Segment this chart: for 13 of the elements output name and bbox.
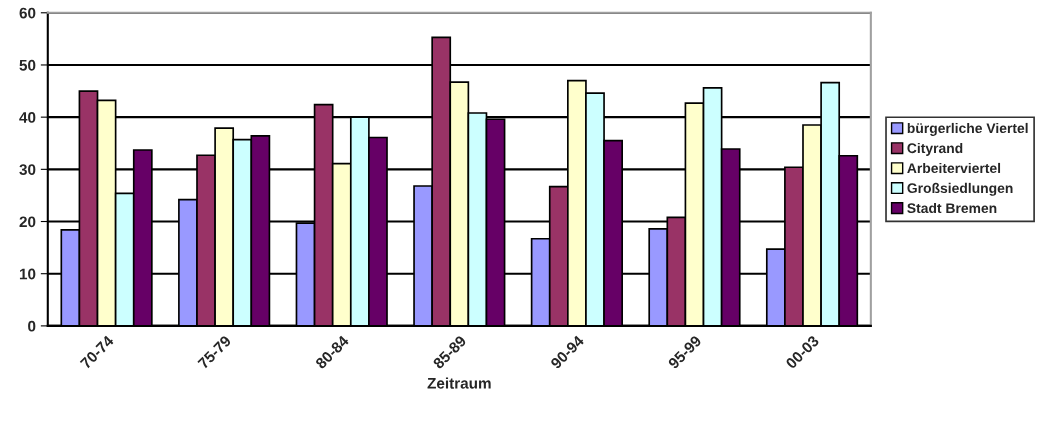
y-tick-label: 10	[19, 268, 36, 280]
legend-label: Großsiedlungen	[907, 182, 1013, 196]
legend-label: Stadt Bremen	[907, 202, 997, 214]
legend-label: Arbeiterviertel	[907, 162, 1001, 174]
y-tick-label: 30	[19, 164, 36, 176]
y-tick-label: 40	[19, 112, 36, 123]
x-axis-title: Zeitraum	[427, 377, 491, 389]
y-tick-label: 20	[19, 216, 36, 228]
y-tick-label: 60	[19, 7, 36, 19]
legend-label: Cityrand	[907, 142, 963, 156]
y-tick-label: 50	[19, 59, 36, 71]
y-tick-label: 0	[28, 320, 36, 332]
legend-label: bürgerliche Viertel	[907, 122, 1028, 136]
